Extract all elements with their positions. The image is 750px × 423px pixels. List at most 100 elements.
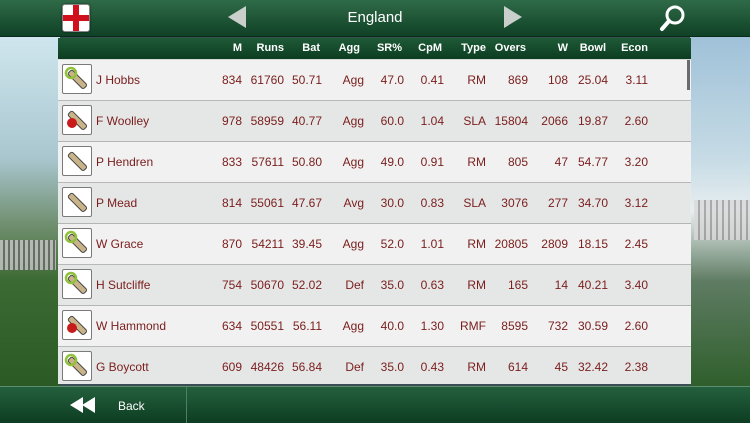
cell-m: 634: [221, 319, 242, 333]
column-header-type[interactable]: Type: [461, 42, 486, 54]
column-header-m[interactable]: M: [232, 42, 242, 54]
cell-runs: 58959: [250, 114, 284, 128]
cell-cpm: 0.43: [420, 360, 444, 374]
cell-sr: 30.0: [380, 196, 404, 210]
column-header-bat[interactable]: Bat: [302, 42, 320, 54]
cell-agg: Agg: [342, 237, 364, 251]
cell-overs: 165: [507, 278, 528, 292]
cell-w: 14: [554, 278, 568, 292]
cell-m: 870: [221, 237, 242, 251]
cell-runs: 61760: [250, 73, 284, 87]
bat-icon: [62, 64, 92, 94]
cell-cpm: 0.91: [420, 155, 444, 169]
back-label: Back: [118, 399, 145, 413]
search-icon[interactable]: [658, 4, 688, 32]
ball-icon: [62, 105, 92, 135]
back-button[interactable]: Back: [60, 387, 187, 423]
background-stand-left: [0, 240, 56, 270]
table-row[interactable]: P Mead 814 55061 47.67 Avg 30.0 0.83 SLA 3076 277…: [58, 183, 691, 224]
cell-sr: 40.0: [380, 319, 404, 333]
cell-sr: 35.0: [380, 278, 404, 292]
table-row[interactable]: J Hobbs 834 61760 50.71 Agg 47.0 0.41 RM 869 108 2…: [58, 60, 691, 101]
player-name: W Grace: [96, 237, 144, 251]
table-row[interactable]: G Boycott 609 48426 56.84 Def 35.0 0.43 RM 614 45…: [58, 347, 691, 384]
cell-sr: 49.0: [380, 155, 404, 169]
cell-type: RMF: [460, 319, 486, 333]
cell-bowl: 40.21: [577, 278, 608, 292]
cell-bowl: 30.59: [577, 319, 608, 333]
table-row[interactable]: P Hendren 833 57611 50.80 Agg 49.0 0.91 RM 805 47…: [58, 142, 691, 183]
cell-cpm: 0.41: [420, 73, 444, 87]
cell-sr: 60.0: [380, 114, 404, 128]
cell-runs: 54211: [251, 237, 284, 251]
cell-bat: 52.02: [291, 278, 322, 292]
player-name: P Hendren: [96, 155, 154, 169]
team-title: England: [347, 9, 403, 26]
england-flag-icon[interactable]: [62, 4, 90, 32]
bat-icon: [62, 228, 92, 258]
cell-agg: Agg: [342, 73, 364, 87]
cell-m: 834: [221, 73, 242, 87]
back-arrows-icon: [70, 397, 98, 418]
cell-type: RM: [467, 237, 486, 251]
column-header-sr[interactable]: SR%: [376, 42, 402, 54]
cell-sr: 35.0: [380, 360, 404, 374]
column-header-agg[interactable]: Agg: [338, 42, 360, 54]
player-name: J Hobbs: [96, 73, 141, 87]
player-stats-table: M Runs Bat Agg SR% CpM Type Overs W Bowl…: [58, 38, 691, 384]
cell-cpm: 1.30: [420, 319, 444, 333]
cell-overs: 15804: [494, 114, 528, 128]
table-row[interactable]: W Grace 870 54211 39.45 Agg 52.0 1.01 RM 20805 28…: [58, 224, 691, 265]
cell-overs: 20805: [494, 237, 528, 251]
cell-runs: 57611: [251, 155, 284, 169]
cell-bat: 56.84: [291, 360, 322, 374]
cell-agg: Def: [345, 360, 364, 374]
cell-econ: 3.11: [625, 73, 648, 87]
cell-econ: 2.60: [624, 319, 648, 333]
arrow-left-icon[interactable]: [228, 6, 246, 28]
cell-w: 2066: [541, 114, 568, 128]
cell-cpm: 0.83: [420, 196, 444, 210]
cell-m: 978: [221, 114, 242, 128]
cell-bat: 50.71: [291, 73, 322, 87]
cell-bowl: 19.87: [577, 114, 608, 128]
cell-agg: Agg: [342, 114, 364, 128]
cell-type: SLA: [463, 114, 486, 128]
bottom-bar: Back: [0, 386, 750, 423]
table-row[interactable]: F Woolley 978 58959 40.77 Agg 60.0 1.04 SLA 1580…: [58, 101, 691, 142]
table-row[interactable]: W Hammond 634 50551 56.11 Agg 40.0 1.30 RMF 8595…: [58, 306, 691, 347]
cell-m: 754: [221, 278, 242, 292]
cell-w: 108: [547, 73, 568, 87]
cell-m: 814: [221, 196, 242, 210]
cell-bowl: 34.70: [577, 196, 608, 210]
cell-w: 47: [554, 155, 568, 169]
cell-cpm: 1.04: [420, 114, 444, 128]
bat-icon: [62, 351, 92, 381]
table-row[interactable]: H Sutcliffe 754 50670 52.02 Def 35.0 0.63 RM 165…: [58, 265, 691, 306]
column-header-runs[interactable]: Runs: [256, 42, 285, 54]
arrow-right-icon[interactable]: [504, 6, 522, 28]
cell-overs: 3076: [501, 196, 528, 210]
ball-icon: [62, 310, 92, 340]
column-header-bowl[interactable]: Bowl: [579, 42, 606, 54]
cell-agg: Avg: [343, 196, 364, 210]
cell-type: RM: [467, 73, 486, 87]
column-header-w[interactable]: W: [557, 42, 568, 54]
cell-w: 277: [547, 196, 568, 210]
cell-bat: 39.45: [291, 237, 322, 251]
cell-bowl: 18.15: [577, 237, 608, 251]
column-header-econ[interactable]: Econ: [621, 42, 648, 54]
cell-type: RM: [467, 360, 486, 374]
cell-type: RM: [467, 278, 486, 292]
cell-econ: 3.12: [624, 196, 648, 210]
column-header-cpm[interactable]: CpM: [418, 42, 442, 54]
cell-sr: 47.0: [380, 73, 404, 87]
cell-econ: 2.60: [624, 114, 648, 128]
cell-w: 732: [547, 319, 568, 333]
cell-bowl: 54.77: [577, 155, 608, 169]
column-header-overs[interactable]: Overs: [494, 42, 526, 54]
cell-overs: 614: [507, 360, 528, 374]
scrollbar[interactable]: [687, 60, 690, 90]
cell-agg: Agg: [342, 155, 364, 169]
top-bar: England: [0, 0, 750, 37]
